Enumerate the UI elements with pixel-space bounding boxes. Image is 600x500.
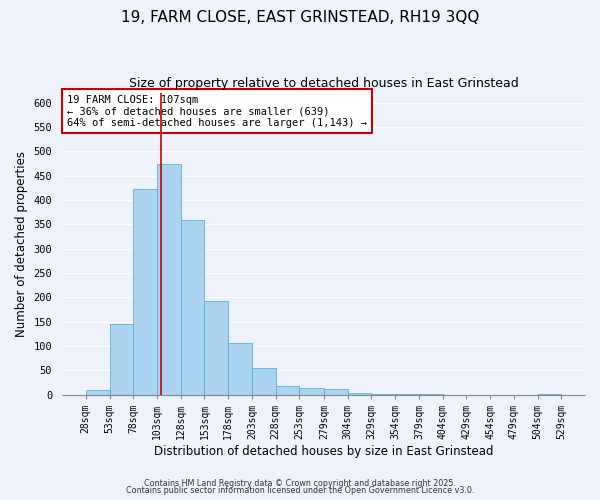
- Bar: [133, 190, 157, 394]
- Text: Contains public sector information licensed under the Open Government Licence v3: Contains public sector information licen…: [126, 486, 474, 495]
- Bar: [157, 164, 181, 394]
- Bar: [252, 368, 275, 394]
- X-axis label: Distribution of detached houses by size in East Grinstead: Distribution of detached houses by size …: [154, 444, 493, 458]
- Bar: [324, 390, 348, 394]
- Bar: [86, 390, 110, 394]
- Bar: [110, 324, 133, 394]
- Bar: [299, 388, 324, 394]
- Title: Size of property relative to detached houses in East Grinstead: Size of property relative to detached ho…: [128, 78, 518, 90]
- Bar: [181, 220, 205, 394]
- Text: 19 FARM CLOSE: 107sqm
← 36% of detached houses are smaller (639)
64% of semi-det: 19 FARM CLOSE: 107sqm ← 36% of detached …: [67, 94, 367, 128]
- Y-axis label: Number of detached properties: Number of detached properties: [15, 151, 28, 337]
- Bar: [348, 393, 371, 394]
- Bar: [228, 342, 252, 394]
- Bar: [205, 301, 228, 394]
- Text: Contains HM Land Registry data © Crown copyright and database right 2025.: Contains HM Land Registry data © Crown c…: [144, 478, 456, 488]
- Bar: [275, 386, 299, 394]
- Text: 19, FARM CLOSE, EAST GRINSTEAD, RH19 3QQ: 19, FARM CLOSE, EAST GRINSTEAD, RH19 3QQ: [121, 10, 479, 25]
